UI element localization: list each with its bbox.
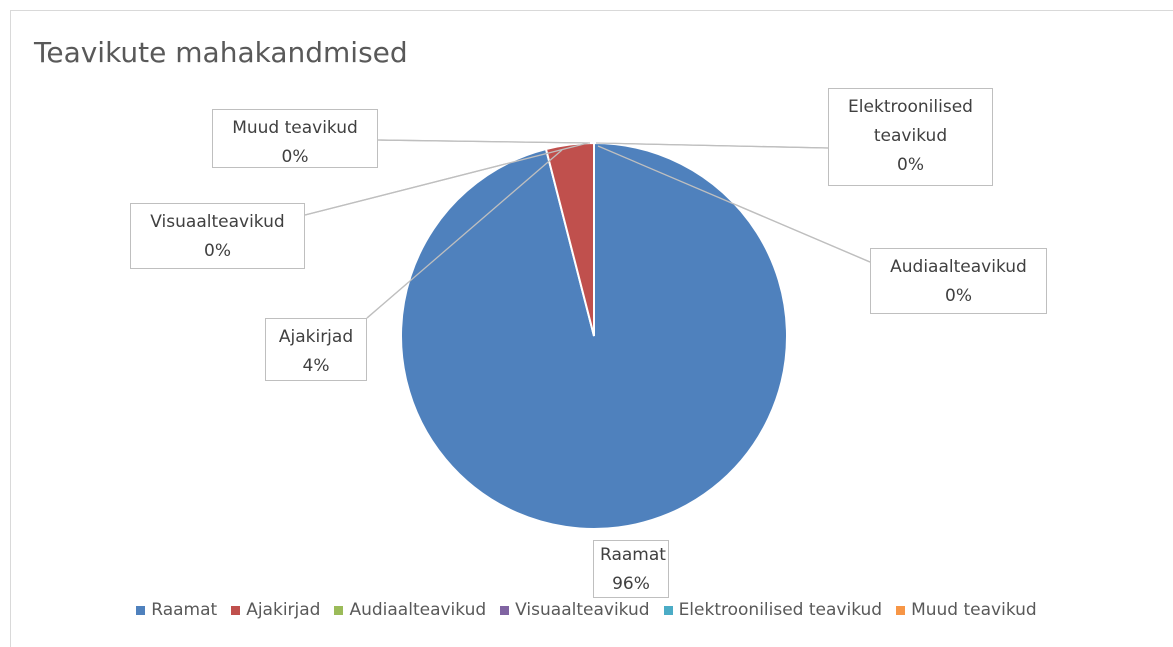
legend-label: Visuaalteavikud <box>515 600 650 620</box>
frame <box>10 10 1173 647</box>
legend-item: Visuaalteavikud <box>500 600 650 620</box>
label-name: Ajakirjad <box>278 327 354 347</box>
data-label: Audiaalteavikud 0% <box>870 248 1047 314</box>
label-name: Muud teavikud <box>232 118 358 138</box>
legend-label: Raamat <box>151 600 218 620</box>
legend-item: Audiaalteavikud <box>334 600 486 620</box>
label-name: Raamat <box>600 545 666 565</box>
legend-swatch <box>136 605 146 615</box>
legend-swatch <box>663 605 673 615</box>
legend-label: Elektroonilised teavikud <box>678 600 883 620</box>
legend-swatch <box>896 605 906 615</box>
leader-line <box>597 145 871 263</box>
legend-item: Ajakirjad <box>231 600 320 620</box>
leader-line <box>304 142 589 216</box>
label-value: 0% <box>204 241 231 261</box>
label-value: 0% <box>897 155 924 175</box>
data-label: Elektroonilised teavikud 0% <box>828 88 993 186</box>
label-value: 96% <box>612 574 650 594</box>
legend-label: Ajakirjad <box>246 600 321 620</box>
label-name: Visuaalteavikud <box>150 212 285 232</box>
legend-label: Audiaalteavikud <box>349 600 487 620</box>
legend-item: Elektroonilised teavikud <box>663 600 883 620</box>
leader-line <box>377 139 591 144</box>
legend-swatch <box>500 605 510 615</box>
data-label: Muud teavikud 0% <box>212 109 378 168</box>
legend-swatch <box>334 605 344 615</box>
leader-line <box>366 149 563 319</box>
label-name: Audiaalteavikud <box>890 257 1027 277</box>
chart-title: Teavikute mahakandmised <box>34 36 408 69</box>
data-label: Ajakirjad 4% <box>265 318 367 381</box>
legend-swatch <box>231 605 241 615</box>
data-label: Visuaalteavikud 0% <box>130 203 305 269</box>
legend: Raamat Ajakirjad Audiaalteavikud Visuaaltea… <box>0 600 1173 620</box>
legend-label: Muud teavikud <box>911 600 1037 620</box>
legend-item: Raamat <box>136 600 217 620</box>
label-value: 4% <box>302 356 330 376</box>
label-value: 0% <box>945 286 972 306</box>
leader-line <box>595 142 829 149</box>
legend-item: Muud teavikud <box>896 600 1037 620</box>
label-value: 0% <box>281 147 309 167</box>
label-name: Elektroonilised teavikud <box>848 97 973 146</box>
data-label: Raamat 96% <box>593 540 669 598</box>
